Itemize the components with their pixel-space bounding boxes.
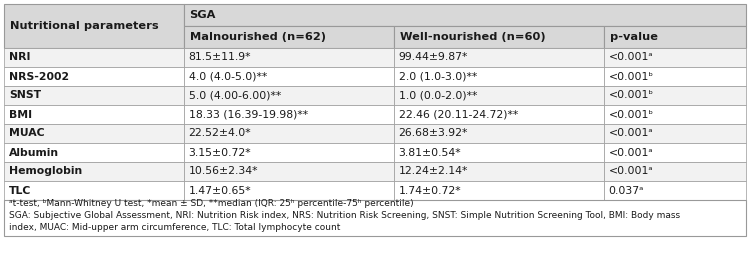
Bar bbox=[184, 4, 746, 26]
Text: 22.46 (20.11-24.72)**: 22.46 (20.11-24.72)** bbox=[398, 109, 518, 119]
Text: BMI: BMI bbox=[9, 109, 32, 119]
Text: <0.001ᵃ: <0.001ᵃ bbox=[608, 166, 653, 176]
Bar bbox=[184, 143, 394, 162]
Text: NRS-2002: NRS-2002 bbox=[9, 71, 69, 82]
Text: 1.0 (0.0-2.0)**: 1.0 (0.0-2.0)** bbox=[398, 91, 477, 101]
Text: <0.001ᵃ: <0.001ᵃ bbox=[608, 148, 653, 157]
Text: SNST: SNST bbox=[9, 91, 41, 101]
Bar bbox=[394, 86, 604, 105]
Text: MUAC: MUAC bbox=[9, 128, 45, 139]
Bar bbox=[184, 48, 394, 67]
Text: 12.24±2.14*: 12.24±2.14* bbox=[398, 166, 468, 176]
Bar bbox=[4, 4, 184, 48]
Text: Well-nourished (n=60): Well-nourished (n=60) bbox=[400, 32, 545, 42]
Text: <0.001ᵃ: <0.001ᵃ bbox=[608, 52, 653, 62]
Bar bbox=[184, 124, 394, 143]
Text: SGA: SGA bbox=[190, 10, 216, 20]
Bar bbox=[4, 143, 184, 162]
Text: 4.0 (4.0-5.0)**: 4.0 (4.0-5.0)** bbox=[188, 71, 267, 82]
Bar bbox=[604, 26, 746, 48]
Bar bbox=[4, 86, 184, 105]
Text: ᵃt-test, ᵇMann-Whitney U test, *mean ± SD, **median (IQR: 25ʰ percentile-75ʰ per: ᵃt-test, ᵇMann-Whitney U test, *mean ± S… bbox=[9, 199, 414, 208]
Bar bbox=[394, 181, 604, 200]
Bar bbox=[604, 105, 746, 124]
Bar bbox=[394, 162, 604, 181]
Bar bbox=[4, 124, 184, 143]
Bar bbox=[184, 86, 394, 105]
Bar bbox=[394, 26, 604, 48]
Text: 22.52±4.0*: 22.52±4.0* bbox=[188, 128, 251, 139]
Text: 99.44±9.87*: 99.44±9.87* bbox=[398, 52, 468, 62]
Bar bbox=[604, 143, 746, 162]
Text: index, MUAC: Mid-upper arm circumference, TLC: Total lymphocyte count: index, MUAC: Mid-upper arm circumference… bbox=[9, 223, 340, 232]
Text: <0.001ᵇ: <0.001ᵇ bbox=[608, 109, 653, 119]
Bar bbox=[604, 124, 746, 143]
Bar bbox=[184, 162, 394, 181]
Bar bbox=[604, 162, 746, 181]
Bar bbox=[184, 181, 394, 200]
Bar bbox=[4, 181, 184, 200]
Bar bbox=[604, 67, 746, 86]
Bar bbox=[4, 48, 184, 67]
Text: 3.81±0.54*: 3.81±0.54* bbox=[398, 148, 461, 157]
Text: 18.33 (16.39-19.98)**: 18.33 (16.39-19.98)** bbox=[188, 109, 308, 119]
Bar bbox=[4, 162, 184, 181]
Text: <0.001ᵇ: <0.001ᵇ bbox=[608, 71, 653, 82]
Text: <0.001ᵃ: <0.001ᵃ bbox=[608, 128, 653, 139]
Bar bbox=[604, 86, 746, 105]
Text: 5.0 (4.00-6.00)**: 5.0 (4.00-6.00)** bbox=[188, 91, 280, 101]
Text: 26.68±3.92*: 26.68±3.92* bbox=[398, 128, 468, 139]
Text: 1.47±0.65*: 1.47±0.65* bbox=[188, 186, 251, 196]
Text: Hemoglobin: Hemoglobin bbox=[9, 166, 82, 176]
Text: 10.56±2.34*: 10.56±2.34* bbox=[188, 166, 258, 176]
Bar bbox=[394, 143, 604, 162]
Bar bbox=[394, 67, 604, 86]
Text: Malnourished (n=62): Malnourished (n=62) bbox=[190, 32, 326, 42]
Text: NRI: NRI bbox=[9, 52, 31, 62]
Bar bbox=[4, 105, 184, 124]
Text: TLC: TLC bbox=[9, 186, 32, 196]
Text: SGA: Subjective Global Assessment, NRI: Nutrition Risk index, NRS: Nutrition Ris: SGA: Subjective Global Assessment, NRI: … bbox=[9, 212, 680, 221]
Bar bbox=[604, 181, 746, 200]
Text: Nutritional parameters: Nutritional parameters bbox=[10, 21, 159, 31]
Text: 3.15±0.72*: 3.15±0.72* bbox=[188, 148, 251, 157]
Text: Albumin: Albumin bbox=[9, 148, 59, 157]
Text: 81.5±11.9*: 81.5±11.9* bbox=[188, 52, 251, 62]
Bar bbox=[394, 48, 604, 67]
Bar bbox=[184, 67, 394, 86]
Text: <0.001ᵇ: <0.001ᵇ bbox=[608, 91, 653, 101]
Text: 1.74±0.72*: 1.74±0.72* bbox=[398, 186, 461, 196]
Text: 2.0 (1.0-3.0)**: 2.0 (1.0-3.0)** bbox=[398, 71, 477, 82]
Bar bbox=[184, 105, 394, 124]
Bar bbox=[394, 105, 604, 124]
Text: p-value: p-value bbox=[610, 32, 658, 42]
Bar bbox=[394, 124, 604, 143]
Bar bbox=[4, 67, 184, 86]
Bar bbox=[184, 26, 394, 48]
Bar bbox=[4, 200, 746, 236]
Bar bbox=[604, 48, 746, 67]
Text: 0.037ᵃ: 0.037ᵃ bbox=[608, 186, 644, 196]
